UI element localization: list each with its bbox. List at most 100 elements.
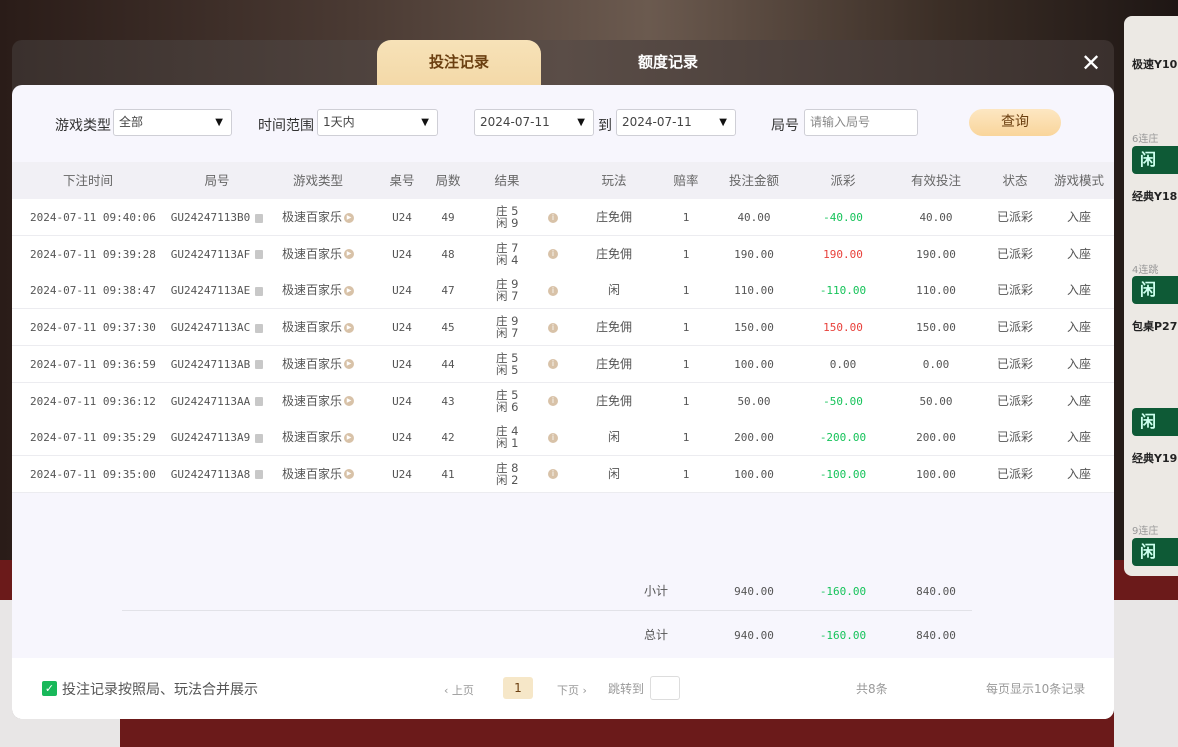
copy-icon[interactable]	[255, 360, 264, 370]
total-payout: -160.00	[819, 629, 867, 642]
table-row: 2024-07-11 09:37:30 GU24247113AC 极速百家乐 ▶ …	[12, 309, 1114, 347]
play-video-icon[interactable]: ▶	[344, 432, 354, 443]
banker-result: 庄 9	[496, 277, 519, 292]
side-table-button[interactable]: 闲	[1132, 276, 1178, 304]
round-id: GU24247113B0	[157, 199, 277, 236]
merge-checkbox[interactable]: ✓	[42, 681, 57, 696]
game-mode: 入座	[1066, 393, 1091, 408]
info-icon[interactable]: i	[542, 419, 564, 456]
side-table-label[interactable]: 经典Y19	[1132, 452, 1178, 465]
status: 已派彩	[996, 393, 1033, 408]
copy-icon[interactable]	[255, 397, 264, 406]
player-result: 闲 1	[496, 436, 519, 451]
odds: 1	[682, 394, 690, 408]
bet-type: 庄免佣	[595, 320, 632, 335]
play-video-icon[interactable]: ▶	[344, 359, 354, 370]
round-id-text: GU24247113A9	[170, 431, 251, 445]
jump-page-input[interactable]	[650, 676, 680, 700]
round-label: 局号	[771, 118, 799, 134]
info-icon[interactable]: i	[542, 346, 564, 383]
payout: -40.00	[823, 211, 863, 224]
table-row: 2024-07-11 09:39:28 GU24247113AF 极速百家乐 ▶ …	[12, 235, 1114, 273]
total-bet: 940.00	[734, 629, 774, 642]
play-video-icon[interactable]: ▶	[344, 249, 354, 260]
payout: 190.00	[823, 247, 863, 261]
game-type-label: 游戏类型	[55, 118, 111, 134]
copy-icon[interactable]	[255, 213, 264, 223]
play-video-icon[interactable]: ▶	[344, 285, 354, 296]
date-from-select[interactable]: 2024-07-11 ▼	[474, 109, 594, 136]
play-video-icon[interactable]: ▶	[344, 212, 354, 223]
banker-result: 庄 5	[496, 204, 519, 218]
side-table-streak: 9连庄	[1132, 526, 1159, 537]
dropdown-arrow-icon: ▼	[421, 117, 429, 128]
valid-bet: 190.00	[916, 247, 956, 261]
game-type-select[interactable]: 全部 ▼	[113, 109, 232, 136]
banker-result: 庄 5	[496, 350, 519, 365]
copy-icon[interactable]	[255, 250, 264, 260]
side-table-button[interactable]: 闲	[1132, 146, 1178, 174]
table-no: U24	[392, 357, 412, 371]
info-icon[interactable]: i	[542, 236, 564, 273]
footer: ✓ 投注记录按照局、玩法合并展示 ‹ 上页 1 下页 › 跳转到 共8条 每页显…	[12, 658, 1114, 719]
side-table-label[interactable]: 包桌P27	[1132, 320, 1178, 333]
game-type: 极速百家乐 ▶	[268, 383, 368, 420]
round-input[interactable]: 请输入局号	[804, 109, 918, 136]
copy-icon[interactable]	[255, 470, 264, 480]
time-range-value: 1天内	[323, 115, 355, 129]
total-row: 总计 940.00 -160.00 840.00	[12, 617, 1114, 647]
bet-amount: 110.00	[734, 284, 774, 298]
side-table-button[interactable]: 闲	[1132, 538, 1178, 566]
play-video-icon[interactable]: ▶	[344, 396, 354, 406]
play-video-icon[interactable]: ▶	[344, 322, 354, 333]
round-id-text: GU24247113B0	[170, 211, 251, 224]
status: 已派彩	[996, 356, 1033, 371]
merge-label[interactable]: 投注记录按照局、玩法合并展示	[62, 682, 258, 698]
copy-icon[interactable]	[255, 286, 264, 296]
copy-icon[interactable]	[255, 323, 264, 333]
odds: 1	[682, 211, 690, 224]
banker-result: 庄 7	[496, 240, 519, 255]
player-result: 闲 9	[496, 216, 519, 230]
game-type-text: 极速百家乐	[281, 283, 342, 298]
info-icon[interactable]: i	[542, 383, 564, 420]
game-type-text: 极速百家乐	[281, 246, 342, 261]
game-type-text: 极速百家乐	[281, 356, 342, 371]
close-icon[interactable]: ✕	[1080, 49, 1102, 77]
roadmap-right	[1114, 600, 1178, 747]
game-mode: 入座	[1066, 320, 1091, 335]
side-table-label[interactable]: 极速Y10	[1132, 58, 1178, 71]
page-1-button[interactable]: 1	[503, 677, 533, 699]
tab-bet-records[interactable]: 投注记录	[377, 40, 541, 85]
info-icon[interactable]: i	[542, 456, 564, 493]
bet-amount: 150.00	[734, 321, 774, 335]
side-table-button[interactable]: 闲	[1132, 408, 1178, 436]
query-button[interactable]: 查询	[969, 109, 1061, 136]
column-header: 局数	[435, 173, 461, 188]
time-range-select[interactable]: 1天内 ▼	[317, 109, 438, 136]
subtotal-label: 小计	[643, 584, 668, 598]
round-id-text: GU24247113AE	[170, 284, 251, 298]
next-page-button[interactable]: 下页 ›	[557, 684, 587, 697]
column-header: 游戏类型	[292, 173, 343, 188]
info-icon[interactable]: i	[542, 272, 564, 309]
play-video-icon[interactable]: ▶	[344, 469, 354, 480]
odds: 1	[682, 431, 690, 445]
side-table-label[interactable]: 经典Y18	[1132, 190, 1178, 203]
tab-credit-records[interactable]: 额度记录	[637, 53, 698, 71]
game-type: 极速百家乐 ▶	[268, 419, 368, 456]
prev-page-button[interactable]: ‹ 上页	[444, 684, 474, 697]
round-id-text: GU24247113A8	[170, 467, 251, 481]
copy-icon[interactable]	[255, 433, 264, 443]
odds: 1	[682, 247, 690, 261]
round-id: GU24247113A8	[157, 456, 277, 493]
column-header: 派彩	[830, 173, 856, 188]
table-no: U24	[392, 394, 412, 408]
modal-body: 游戏类型 全部 ▼ 时间范围 1天内 ▼ 2024-07-11 ▼ 到 2024-07…	[12, 85, 1114, 719]
date-to-select[interactable]: 2024-07-11 ▼	[616, 109, 736, 136]
info-icon[interactable]: i	[542, 309, 564, 346]
info-icon[interactable]: i	[542, 199, 564, 236]
dropdown-arrow-icon: ▼	[215, 117, 223, 128]
